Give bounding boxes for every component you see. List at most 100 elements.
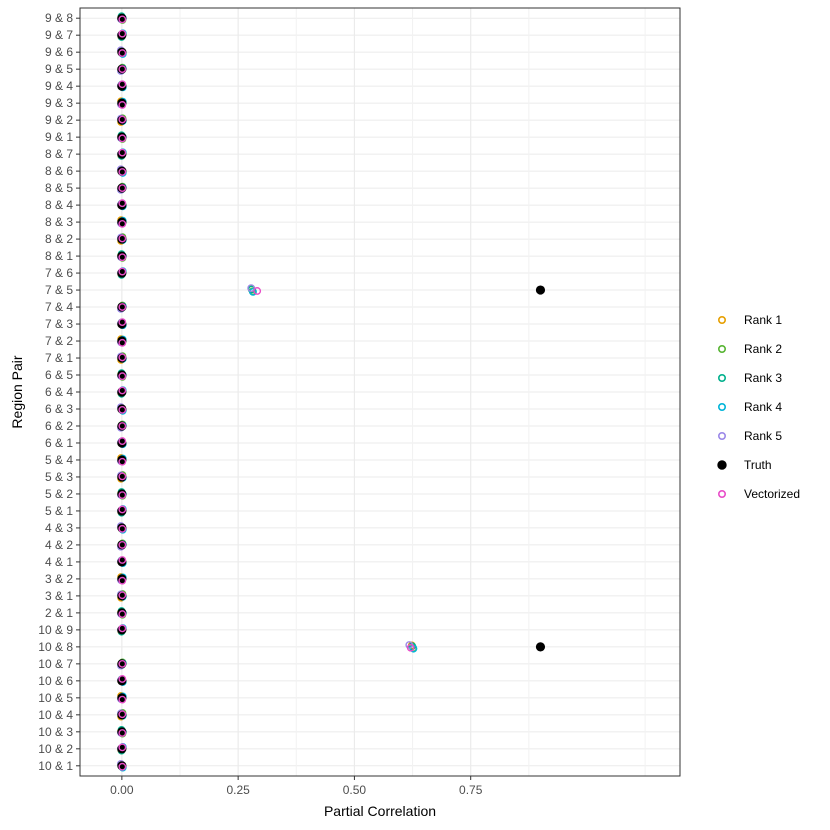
- y-tick-label: 8 & 1: [45, 249, 73, 263]
- point-vectorized: [118, 199, 127, 208]
- legend-label: Rank 4: [744, 400, 782, 414]
- x-tick-label: 0.50: [343, 783, 367, 797]
- y-tick-label: 9 & 2: [45, 113, 73, 127]
- legend-label: Rank 3: [744, 371, 782, 385]
- point-vectorized: [118, 762, 127, 771]
- data-points: [117, 12, 546, 772]
- y-tick-label: 9 & 6: [45, 45, 73, 59]
- point-vectorized: [118, 253, 127, 262]
- y-tick-label: 8 & 2: [45, 232, 73, 246]
- y-tick-label: 10 & 4: [38, 708, 73, 722]
- point-vectorized: [118, 353, 127, 362]
- point-vectorized: [118, 729, 127, 737]
- point-truth: [535, 642, 546, 652]
- y-tick-label: 7 & 5: [45, 283, 73, 297]
- point-vectorized: [118, 610, 127, 618]
- point-vectorized: [118, 591, 127, 600]
- x-axis: 0.00 0.25 0.50 0.75: [110, 776, 483, 797]
- point-vectorized: [118, 49, 127, 57]
- point-vectorized: [118, 318, 127, 327]
- point-vectorized: [118, 524, 127, 533]
- legend-label: Rank 2: [744, 342, 782, 356]
- y-tick-label: 4 & 1: [45, 555, 73, 569]
- point-vectorized: [118, 80, 127, 89]
- y-tick-label: 9 & 5: [45, 62, 73, 76]
- x-tick-label: 0.25: [226, 783, 250, 797]
- point-truth: [535, 285, 546, 295]
- point-vectorized: [118, 491, 127, 500]
- point-vectorized: [118, 695, 127, 704]
- point-vectorized: [118, 743, 127, 752]
- point-vectorized: [118, 101, 127, 109]
- point-vectorized: [118, 65, 127, 74]
- y-tick-label: 10 & 2: [38, 742, 73, 756]
- y-tick-label: 7 & 3: [45, 317, 73, 331]
- y-tick-label: 6 & 4: [45, 385, 73, 399]
- legend-key-rank-3: [717, 373, 726, 382]
- point-vectorized: [118, 710, 127, 719]
- y-tick-label: 6 & 2: [45, 419, 73, 433]
- legend-key-vectorized: [717, 489, 726, 498]
- grid-lines: [80, 8, 680, 776]
- point-rank-5: [247, 284, 256, 293]
- y-tick-label: 10 & 3: [38, 725, 73, 739]
- y-tick-label: 4 & 3: [45, 521, 73, 535]
- y-tick-label: 7 & 1: [45, 351, 73, 365]
- point-vectorized: [118, 303, 127, 311]
- y-tick-label: 5 & 4: [45, 453, 73, 467]
- point-vectorized: [118, 115, 127, 124]
- y-tick-label: 7 & 2: [45, 334, 73, 348]
- y-tick-label: 6 & 5: [45, 368, 73, 382]
- point-vectorized: [118, 15, 127, 24]
- point-vectorized: [118, 556, 127, 564]
- legend-key-rank-5: [717, 431, 726, 440]
- y-tick-label: 9 & 4: [45, 79, 73, 93]
- point-vectorized: [118, 675, 127, 683]
- legend-key-rank-1: [717, 315, 726, 324]
- point-vectorized: [118, 338, 127, 347]
- y-tick-label: 8 & 7: [45, 147, 73, 161]
- point-vectorized: [253, 287, 262, 295]
- point-vectorized: [118, 219, 127, 228]
- x-axis-title: Partial Correlation: [324, 803, 436, 819]
- legend-label: Truth: [744, 458, 772, 472]
- y-tick-label: 8 & 5: [45, 181, 73, 195]
- point-vectorized: [118, 29, 127, 38]
- point-vectorized: [118, 505, 127, 514]
- point-vectorized: [118, 422, 127, 430]
- point-vectorized: [406, 643, 415, 652]
- y-tick-label: 9 & 8: [45, 11, 73, 25]
- y-tick-label: 9 & 3: [45, 96, 73, 110]
- point-vectorized: [118, 659, 127, 668]
- y-axis: 10 & 1 10 & 2 10 & 3 10 & 4 10 & 5 10 & 6 10 &…: [38, 11, 80, 773]
- y-tick-label: 9 & 1: [45, 130, 73, 144]
- point-vectorized: [118, 386, 127, 395]
- point-vectorized: [118, 624, 127, 633]
- legend: Rank 1 Rank 2 Rank 3 Rank 4 Rank 5 Truth Vecto…: [717, 313, 800, 501]
- x-tick-label: 0.00: [110, 783, 134, 797]
- y-tick-label: 8 & 3: [45, 215, 73, 229]
- y-tick-label: 9 & 7: [45, 28, 73, 42]
- y-tick-label: 3 & 1: [45, 589, 73, 603]
- y-tick-label: 3 & 2: [45, 572, 73, 586]
- point-vectorized: [118, 372, 127, 381]
- y-axis-title: Region Pair: [9, 355, 25, 428]
- y-tick-label: 7 & 6: [45, 266, 73, 280]
- y-tick-label: 10 & 5: [38, 691, 73, 705]
- y-tick-label: 2 & 1: [45, 606, 73, 620]
- point-vectorized: [118, 168, 127, 176]
- legend-label: Rank 5: [744, 429, 782, 443]
- point-vectorized: [118, 267, 127, 276]
- legend-key-rank-2: [717, 344, 726, 353]
- point-vectorized: [118, 405, 127, 414]
- x-tick-label: 0.75: [459, 783, 483, 797]
- point-vectorized: [118, 234, 127, 243]
- point-vectorized: [118, 472, 127, 481]
- point-vectorized: [118, 541, 127, 549]
- y-tick-label: 7 & 4: [45, 300, 73, 314]
- y-tick-label: 8 & 6: [45, 164, 73, 178]
- y-tick-label: 10 & 8: [38, 640, 73, 654]
- y-tick-label: 10 & 6: [38, 674, 73, 688]
- point-vectorized: [118, 148, 127, 157]
